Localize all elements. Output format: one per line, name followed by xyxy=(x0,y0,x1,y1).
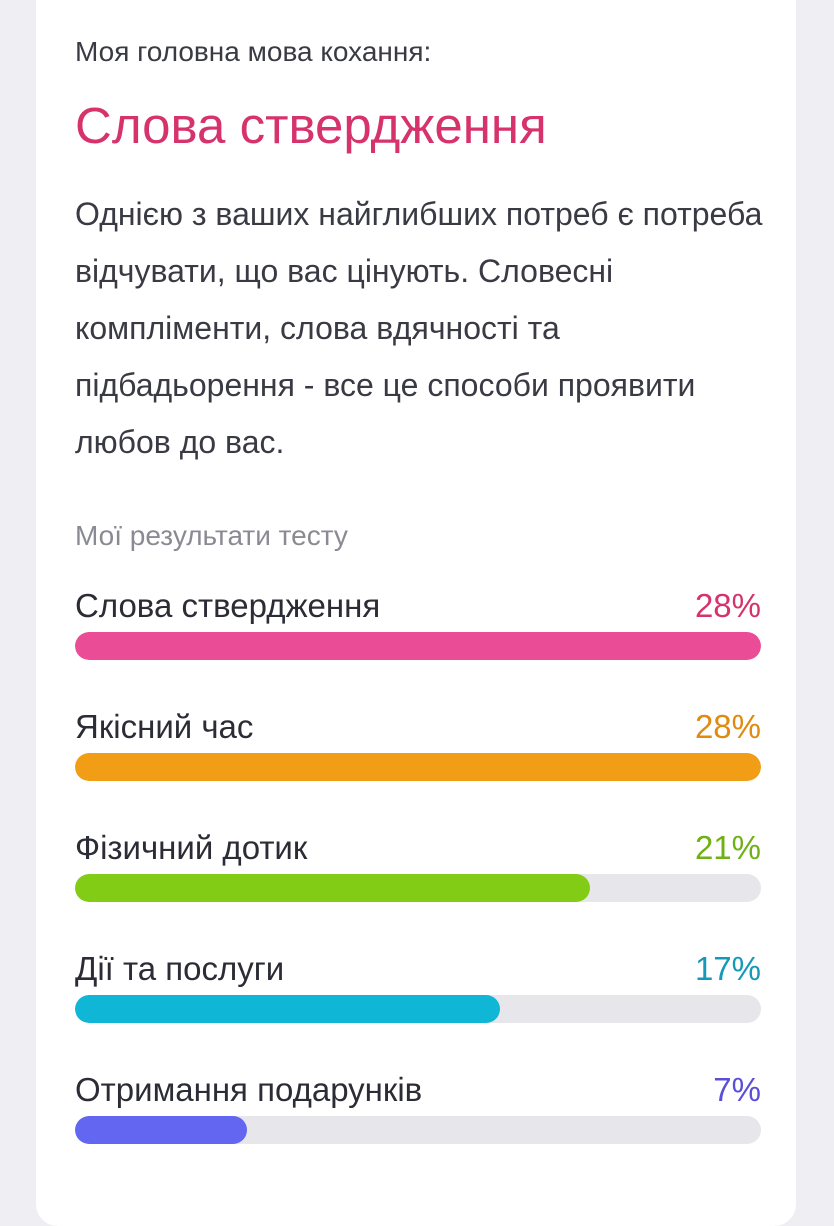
progress-track xyxy=(75,874,761,902)
result-item-physical-touch: Фізичний дотик 21% xyxy=(75,829,761,909)
progress-fill xyxy=(75,753,761,781)
result-percent: 17% xyxy=(694,950,761,987)
results-heading: Мої результати тесту xyxy=(75,520,348,551)
result-label: Отримання подарунків xyxy=(75,1071,423,1108)
intro-text: Моя головна мова кохання: xyxy=(75,36,432,67)
progress-fill xyxy=(75,1116,247,1144)
progress-fill xyxy=(75,874,590,902)
result-label: Фізичний дотик xyxy=(75,829,308,866)
progress-fill xyxy=(75,632,761,660)
result-percent: 28% xyxy=(694,587,761,624)
result-item-words-of-affirmation: Слова ствердження 28% xyxy=(75,587,761,667)
love-language-description: Однією з ваших найглибших потреб є потре… xyxy=(75,196,763,460)
progress-track xyxy=(75,1116,761,1144)
result-item-acts-of-service: Дії та послуги 17% xyxy=(75,950,761,1030)
result-label: Якісний час xyxy=(75,708,254,745)
progress-track xyxy=(75,753,761,781)
love-language-title: Слова ствердження xyxy=(75,97,547,154)
result-item-receiving-gifts: Отримання подарунків 7% xyxy=(75,1071,761,1151)
result-label: Дії та послуги xyxy=(75,950,285,987)
progress-track xyxy=(75,632,761,660)
result-percent: 7% xyxy=(713,1071,761,1108)
progress-fill xyxy=(75,995,501,1023)
result-item-quality-time: Якісний час 28% xyxy=(75,708,761,788)
result-percent: 21% xyxy=(694,829,761,866)
progress-track xyxy=(75,995,761,1023)
result-label: Слова ствердження xyxy=(75,587,381,624)
result-percent: 28% xyxy=(694,708,761,745)
